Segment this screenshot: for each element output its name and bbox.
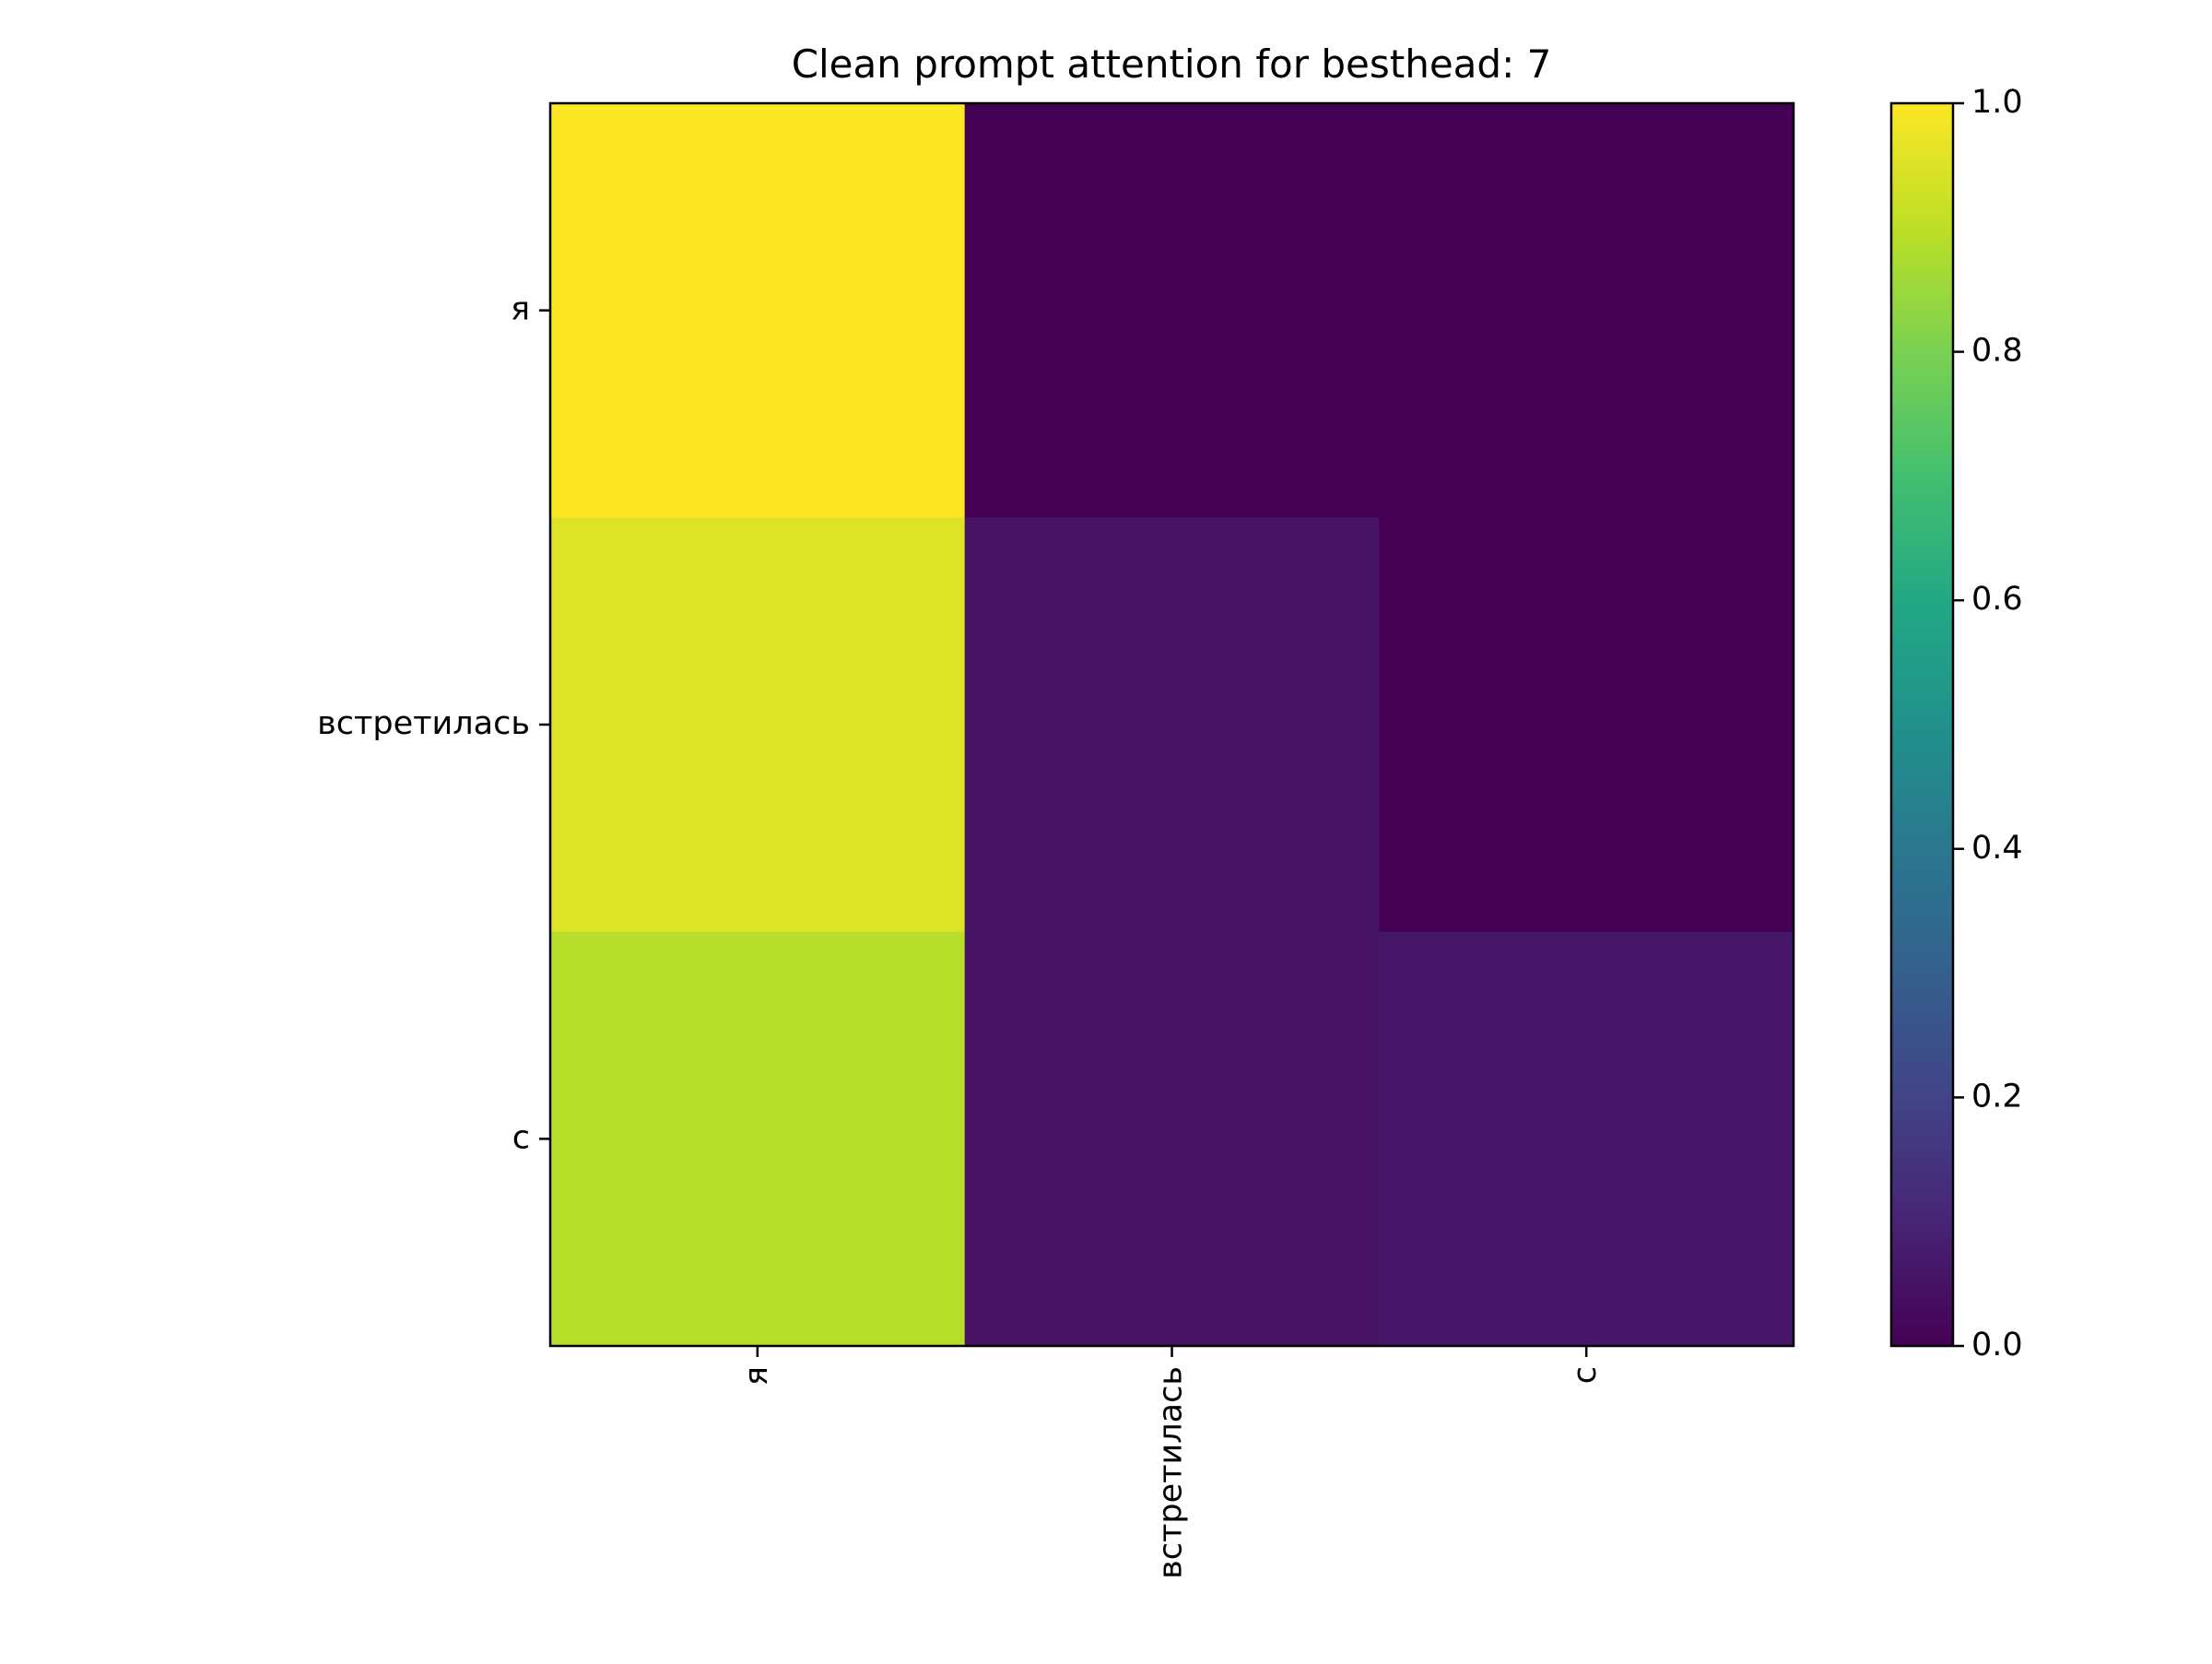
colorbar-axis: 0.0 0.2 0.4 0.6 0.8 1.0 [1953, 84, 2023, 1363]
heatmap-cell [1379, 517, 1794, 933]
colorbar-tick-label: 0.8 [1971, 333, 2023, 370]
heatmap-cell [964, 103, 1380, 518]
heatmap-cell [550, 103, 966, 518]
y-tick-label: я [511, 291, 530, 328]
x-tick-label: встретилась [1153, 1366, 1190, 1579]
y-tick-label: с [512, 1119, 530, 1156]
heatmap-cells [550, 103, 1794, 1347]
x-tick-label: я [738, 1366, 775, 1386]
y-tick-label: встретилась [317, 705, 530, 742]
heatmap-cell [550, 517, 966, 933]
heatmap-cell [964, 931, 1380, 1347]
colorbar-tick-label: 0.4 [1971, 830, 2023, 867]
colorbar-tick-label: 0.6 [1971, 581, 2023, 618]
chart-title: Clean prompt attention for besthead: 7 [792, 41, 1552, 87]
colorbar-tick-label: 0.0 [1971, 1327, 2023, 1363]
heatmap-cell [550, 931, 966, 1347]
colorbar-tick-label: 1.0 [1971, 84, 2023, 121]
heatmap-cell [1379, 931, 1794, 1347]
colorbar [1889, 101, 1955, 1348]
heatmap-cell [1379, 103, 1794, 518]
x-tick-label: с [1567, 1366, 1604, 1384]
colorbar-tick-label: 0.2 [1971, 1078, 2023, 1115]
x-axis: я встретилась с [738, 1346, 1604, 1579]
y-axis: я встретилась с [317, 291, 550, 1156]
heatmap-cell [964, 517, 1380, 933]
